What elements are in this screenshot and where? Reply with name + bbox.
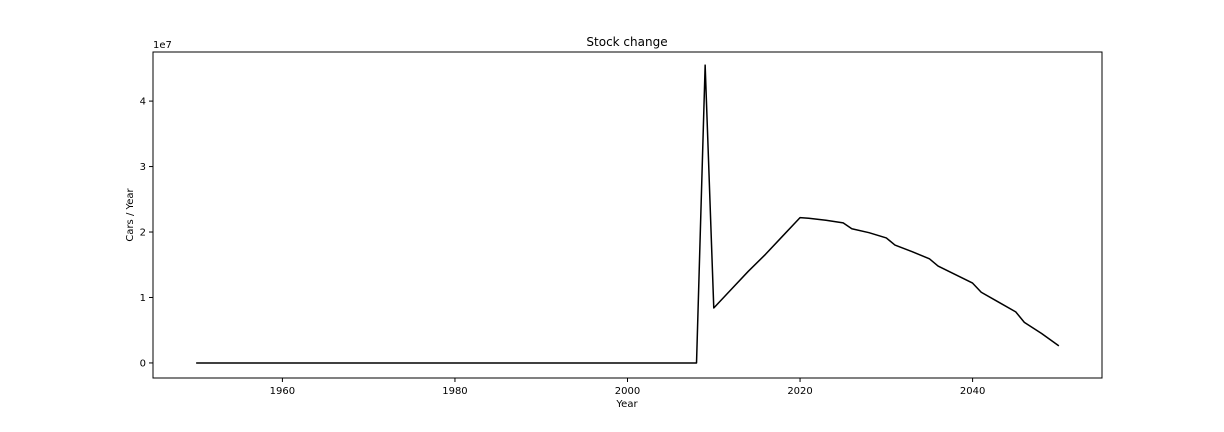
- x-tick-label: 2040: [960, 386, 985, 397]
- plot-frame: [152, 51, 1103, 379]
- series-line: [196, 64, 1060, 364]
- x-axis-label: Year: [615, 399, 638, 410]
- y-tick-label: 1: [140, 293, 146, 304]
- y-tick-label: 3: [140, 162, 146, 173]
- y-tick-label: 4: [140, 97, 146, 108]
- y-axis-label: Cars / Year: [125, 187, 136, 241]
- x-tick-label: 2020: [787, 386, 812, 397]
- chart-title: Stock change: [586, 35, 667, 49]
- x-tick-label: 1980: [442, 386, 467, 397]
- y-axis-offset-label: 1e7: [153, 40, 172, 51]
- y-tick-label: 0: [140, 358, 146, 369]
- axis-ticks: 1960 1980 2000 2020 2040 0 1 2 3 4: [140, 97, 986, 397]
- x-tick-label: 2000: [615, 386, 640, 397]
- series-group: [196, 64, 1060, 364]
- y-tick-label: 2: [140, 228, 146, 239]
- x-tick-label: 1960: [270, 386, 295, 397]
